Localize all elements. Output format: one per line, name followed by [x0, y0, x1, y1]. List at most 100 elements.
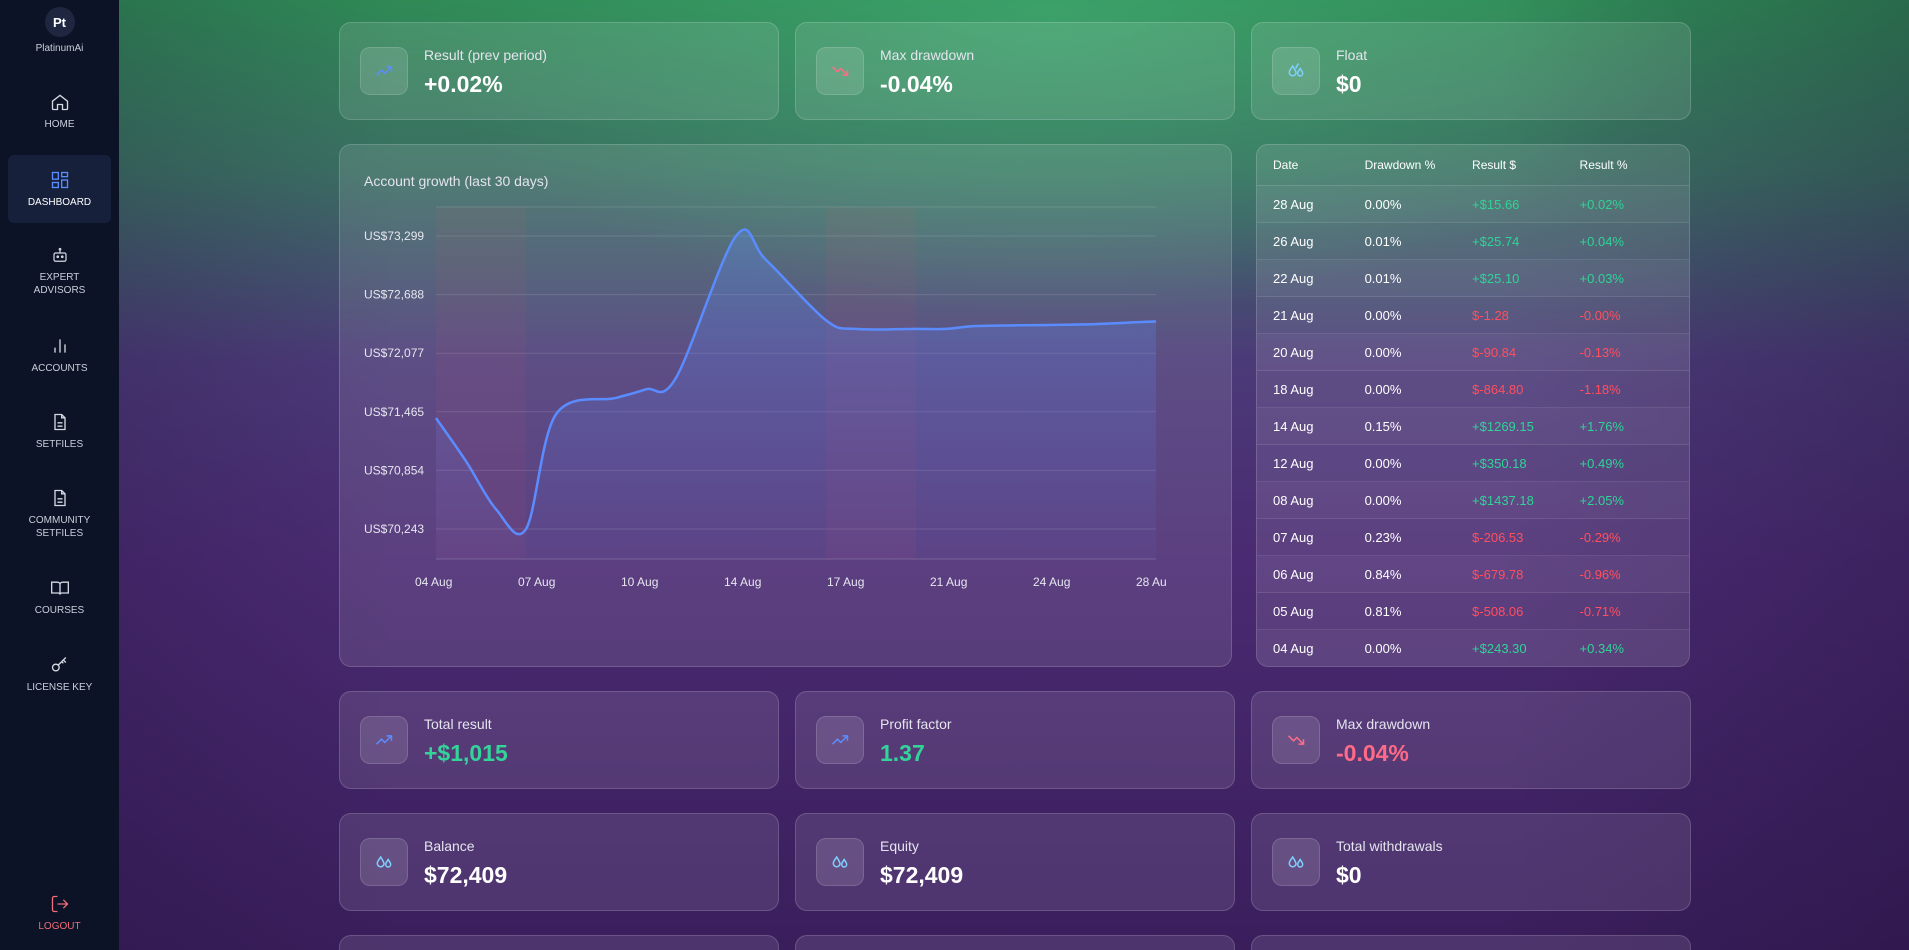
logout-button[interactable]: LOGOUT [8, 894, 111, 934]
cell-result-pct: +0.02% [1579, 196, 1624, 212]
stat-card-partial [339, 935, 779, 950]
cell-drawdown: 0.81% [1364, 603, 1402, 619]
logo-name: PlatinumAi [35, 43, 84, 54]
sidebar-item-label: DASHBOARD [27, 197, 92, 208]
sidebar: Pt PlatinumAi HOME DASHBOARD EXPERT ADVI… [0, 0, 119, 950]
file-icon [53, 413, 66, 431]
stat-label: Total result [424, 716, 492, 732]
stat-value: 1.37 [880, 740, 925, 766]
cell-result-usd: +$243.30 [1472, 640, 1527, 656]
sidebar-item-accounts[interactable]: ACCOUNTS [8, 336, 111, 376]
stat-label: Result (prev period) [424, 47, 547, 63]
logo-badge: Pt [44, 7, 75, 37]
cell-result-usd: $-679.78 [1472, 566, 1524, 582]
table-header: Date Drawdown % Result $ Result % [1257, 145, 1689, 186]
account-growth-chart: US$73,299 US$72,688 US$72,077 US$71,465 US$7… [364, 206, 1167, 589]
y-tick-label: US$70,854 [364, 463, 424, 477]
series-line [434, 228, 1157, 536]
stat-value: $72,409 [880, 862, 964, 888]
cell-result-pct: +0.04% [1579, 233, 1624, 249]
header-date[interactable]: Date [1273, 158, 1299, 172]
sidebar-item-dashboard[interactable]: DASHBOARD [8, 155, 111, 223]
stat-value: $72,409 [424, 862, 508, 888]
key-icon [51, 657, 66, 672]
stat-label: Equity [880, 838, 919, 854]
logo[interactable]: Pt PlatinumAi [35, 7, 84, 54]
y-tick-label: US$72,077 [364, 346, 424, 360]
sidebar-item-home[interactable]: HOME [8, 92, 111, 138]
cell-date: 20 Aug [1273, 344, 1314, 360]
file-icon [53, 489, 66, 507]
x-tick-label: 21 Aug [930, 575, 967, 589]
stat-value: -0.04% [880, 71, 953, 97]
stat-card-partial [1251, 935, 1691, 950]
sidebar-item-license-key[interactable]: LICENSE KEY [8, 655, 111, 695]
sidebar-item-setfiles[interactable]: SETFILES [8, 412, 111, 452]
cell-date: 26 Aug [1273, 233, 1314, 249]
stat-label: Balance [424, 838, 475, 854]
cell-drawdown: 0.00% [1364, 381, 1402, 397]
table-row: 05 Aug 0.81% $-508.06 -0.71% [1257, 593, 1689, 630]
cell-drawdown: 0.84% [1364, 566, 1402, 582]
trend-down-icon-box [1272, 716, 1320, 764]
cell-date: 08 Aug [1273, 492, 1314, 508]
table-row: 22 Aug 0.01% +$25.10 +0.03% [1257, 260, 1689, 297]
cell-drawdown: 0.00% [1364, 492, 1402, 508]
header-result-usd[interactable]: Result $ [1472, 158, 1517, 172]
cell-result-usd: +$1437.18 [1472, 492, 1534, 508]
stat-card-max-drawdown-top: Max drawdown -0.04% [795, 22, 1235, 120]
logout-icon [51, 895, 68, 913]
cell-result-pct: +2.05% [1579, 492, 1624, 508]
stat-card-balance: Balance $72,409 [339, 813, 779, 911]
book-icon [50, 581, 69, 595]
robot-icon [52, 247, 67, 262]
trend-down-icon [831, 66, 849, 76]
table-row: 06 Aug 0.84% $-679.78 -0.96% [1257, 556, 1689, 593]
sidebar-item-courses[interactable]: COURSES [8, 578, 111, 618]
stat-card-result-prev: Result (prev period) +0.02% [339, 22, 779, 120]
trend-up-icon [375, 66, 393, 76]
cell-drawdown: 0.00% [1364, 344, 1402, 360]
sidebar-item-label: ACCOUNTS [31, 363, 88, 374]
cell-result-usd: $-1.28 [1472, 307, 1509, 323]
table-body: 28 Aug 0.00% +$15.66 +0.02% 26 Aug 0.01% +$25.… [1257, 186, 1689, 666]
cell-result-pct: +0.03% [1579, 270, 1624, 286]
home-icon [51, 94, 68, 111]
stat-value: -0.04% [1336, 740, 1409, 766]
table-row: 14 Aug 0.15% +$1269.15 +1.76% [1257, 408, 1689, 445]
cell-drawdown: 0.00% [1364, 307, 1402, 323]
x-tick-label: 28 Au [1136, 575, 1167, 589]
droplets-icon-box [360, 838, 408, 886]
cell-result-pct: +1.76% [1579, 418, 1624, 434]
trend-up-icon-box [360, 716, 408, 764]
bar-chart-icon [53, 339, 66, 353]
sidebar-item-label: SETFILES [35, 439, 84, 450]
droplets-icon [1288, 855, 1304, 868]
x-tick-label: 24 Aug [1033, 575, 1070, 589]
cell-result-usd: $-508.06 [1472, 603, 1524, 619]
table-row: 08 Aug 0.00% +$1437.18 +2.05% [1257, 482, 1689, 519]
header-result-pct[interactable]: Result % [1579, 158, 1628, 172]
trend-down-icon [1287, 735, 1305, 745]
cell-date: 14 Aug [1273, 418, 1314, 434]
stat-label: Max drawdown [1336, 716, 1431, 732]
cell-result-usd: $-90.84 [1472, 344, 1517, 360]
cell-result-pct: -0.96% [1579, 566, 1621, 582]
sidebar-item-label: COMMUNITY SETFILES [28, 515, 91, 539]
cell-result-usd: +$1269.15 [1472, 418, 1534, 434]
sidebar-item-community-setfiles[interactable]: COMMUNITY SETFILES [8, 488, 111, 540]
header-drawdown[interactable]: Drawdown % [1364, 158, 1436, 172]
stat-value: +0.02% [424, 71, 503, 97]
table-row: 07 Aug 0.23% $-206.53 -0.29% [1257, 519, 1689, 556]
x-tick-label: 17 Aug [827, 575, 864, 589]
cell-result-usd: +$15.66 [1472, 196, 1520, 212]
x-tick-label: 04 Aug [415, 575, 452, 589]
cell-date: 22 Aug [1273, 270, 1314, 286]
sidebar-item-expert-advisors[interactable]: EXPERT ADVISORS [8, 247, 111, 297]
cell-date: 28 Aug [1273, 196, 1314, 212]
cell-result-pct: -0.13% [1579, 344, 1621, 360]
trend-down-icon-box [816, 47, 864, 95]
cell-result-usd: +$25.74 [1472, 233, 1520, 249]
sidebar-item-label: EXPERT ADVISORS [33, 272, 86, 296]
stat-label: Profit factor [880, 716, 952, 732]
